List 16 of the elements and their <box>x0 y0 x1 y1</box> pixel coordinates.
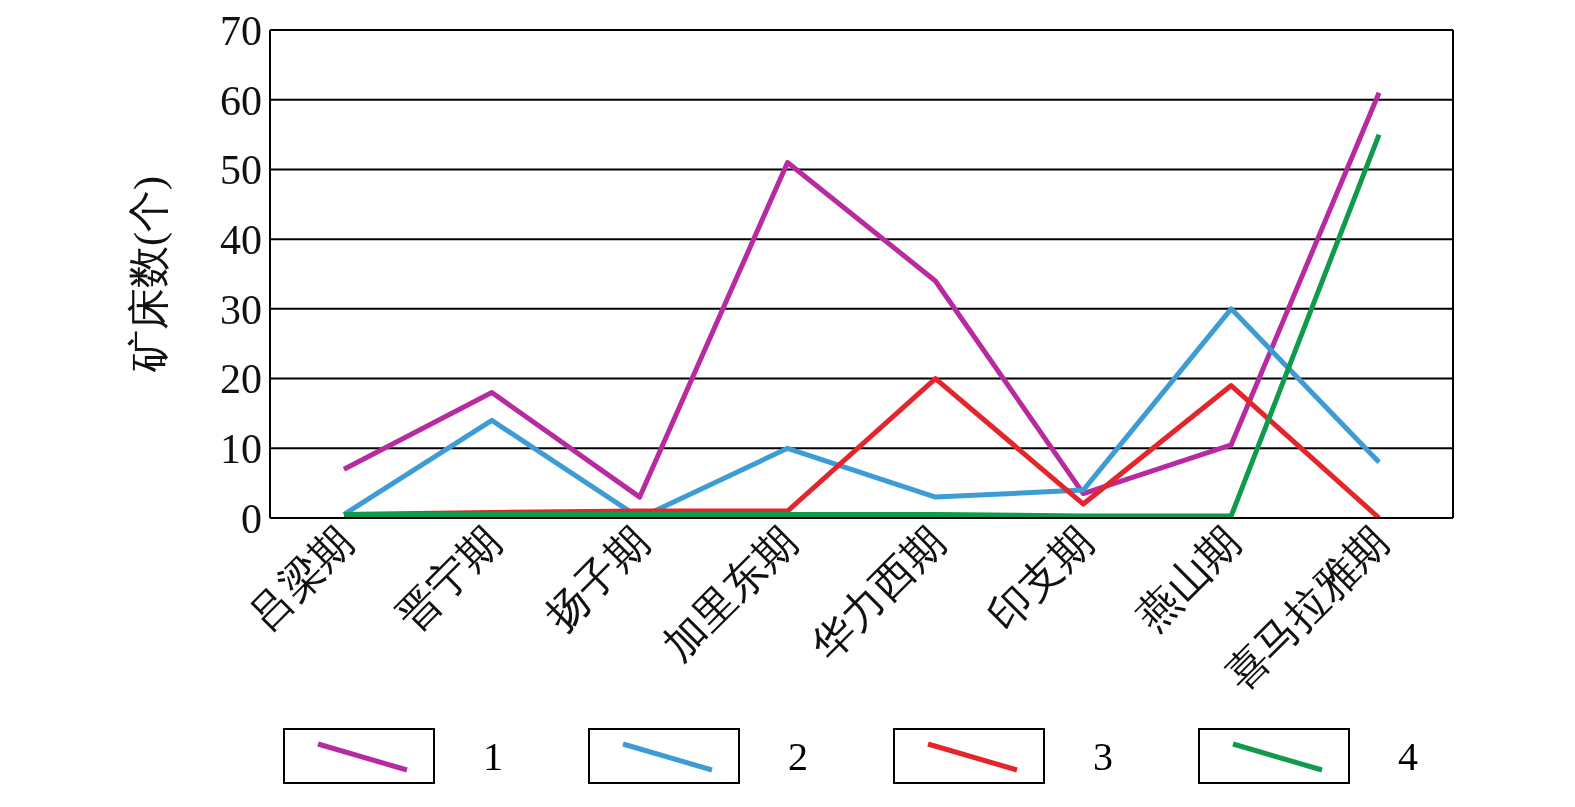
y-tick-label: 40 <box>220 217 262 264</box>
y-tick-label: 60 <box>220 77 262 124</box>
legend-label: 4 <box>1398 732 1418 780</box>
legend-label: 3 <box>1093 732 1113 780</box>
x-tick-label: 燕山期 <box>1127 517 1250 640</box>
y-tick-label: 70 <box>220 7 262 54</box>
x-tick-label: 印支期 <box>980 517 1102 640</box>
y-tick-label: 0 <box>241 495 262 542</box>
y-tick-label: 10 <box>220 426 262 473</box>
y-tick-label: 50 <box>220 147 262 194</box>
legend-label: 2 <box>788 732 808 780</box>
legend-label: 1 <box>483 732 503 780</box>
y-tick-label: 30 <box>220 286 262 333</box>
y-tick-label: 20 <box>220 356 262 403</box>
y-axis-title: 矿床数(个) <box>125 176 173 373</box>
x-tick-label: 晋宁期 <box>388 517 511 640</box>
